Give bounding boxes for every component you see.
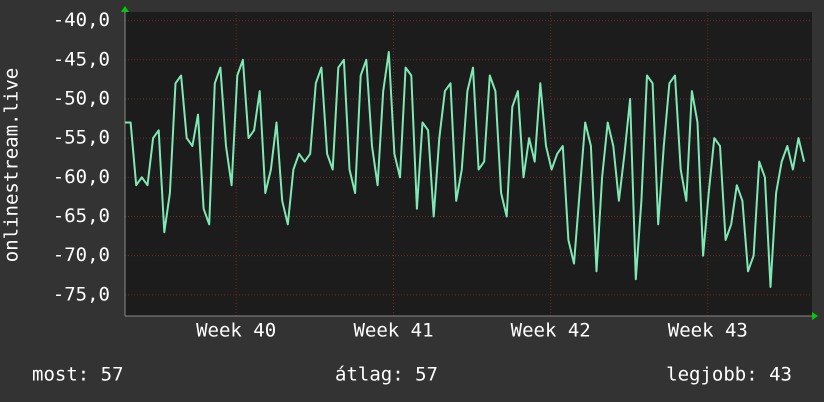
y-tick-label: -65,0 [53, 205, 110, 227]
y-tick-label: -50,0 [53, 87, 110, 109]
y-axis-label: onlinestream.live [1, 68, 23, 262]
stat-current: most: 57 [32, 364, 124, 386]
y-tick-label: -60,0 [53, 166, 110, 188]
x-tick-label: Week 41 [353, 320, 433, 342]
y-tick-label: -45,0 [53, 48, 110, 70]
y-tick-label: -40,0 [53, 9, 110, 31]
x-arrow [812, 312, 818, 320]
y-tick-label: -70,0 [53, 244, 110, 266]
grid [125, 12, 812, 316]
y-tick-label: -55,0 [53, 127, 110, 149]
stat-average: átlag: 57 [335, 364, 438, 386]
y-arrow [121, 6, 129, 12]
plot-area [125, 12, 812, 316]
data-line [125, 51, 806, 288]
y-tick-label: -75,0 [53, 283, 110, 305]
x-tick-label: Week 42 [511, 320, 591, 342]
stat-best: legjobb: 43 [666, 364, 792, 386]
x-tick-label: Week 43 [668, 320, 748, 342]
x-tick-label: Week 40 [196, 320, 276, 342]
